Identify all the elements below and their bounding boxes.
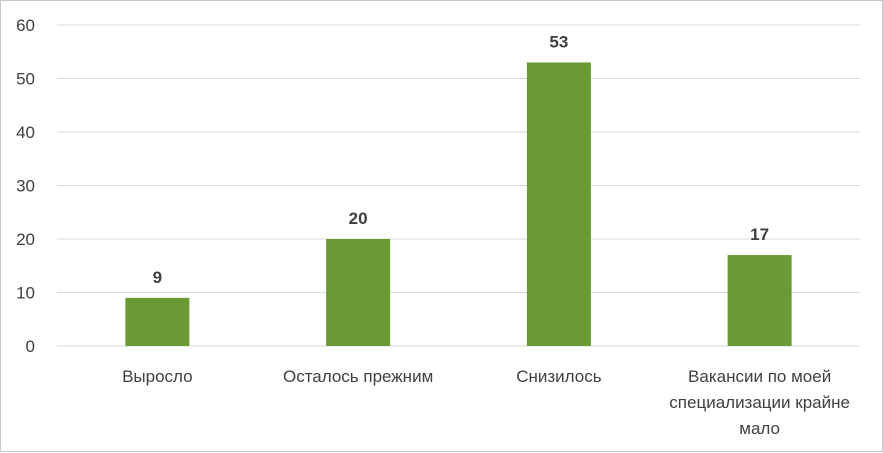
y-tick-label: 30 bbox=[16, 177, 35, 196]
y-tick-label: 60 bbox=[16, 16, 35, 35]
x-axis-categories: Выросло Осталось прежним Снизилось Вакансии… bbox=[122, 367, 850, 438]
bars bbox=[125, 62, 792, 346]
bar bbox=[526, 62, 591, 346]
data-label: 20 bbox=[349, 209, 368, 228]
data-labels: 9 20 53 17 bbox=[153, 32, 769, 286]
y-axis-ticks: 0 10 20 30 40 50 60 bbox=[16, 16, 35, 356]
category-label: специализации крайне bbox=[669, 393, 850, 412]
bar bbox=[727, 255, 792, 346]
y-tick-label: 50 bbox=[16, 70, 35, 89]
category-label: Выросло bbox=[122, 367, 193, 386]
data-label: 9 bbox=[153, 268, 162, 287]
y-tick-label: 0 bbox=[26, 337, 35, 356]
y-tick-label: 20 bbox=[16, 230, 35, 249]
y-tick-label: 40 bbox=[16, 123, 35, 142]
category-label: Снизилось bbox=[516, 367, 602, 386]
gridlines bbox=[57, 24, 860, 347]
y-tick-label: 10 bbox=[16, 284, 35, 303]
bar bbox=[326, 239, 391, 346]
category-label: мало bbox=[739, 419, 780, 438]
bar bbox=[125, 297, 190, 346]
category-label: Осталось прежним bbox=[283, 367, 433, 386]
data-label: 17 bbox=[750, 225, 769, 244]
data-label: 53 bbox=[549, 32, 568, 51]
category-label: Вакансии по моей bbox=[688, 367, 831, 386]
